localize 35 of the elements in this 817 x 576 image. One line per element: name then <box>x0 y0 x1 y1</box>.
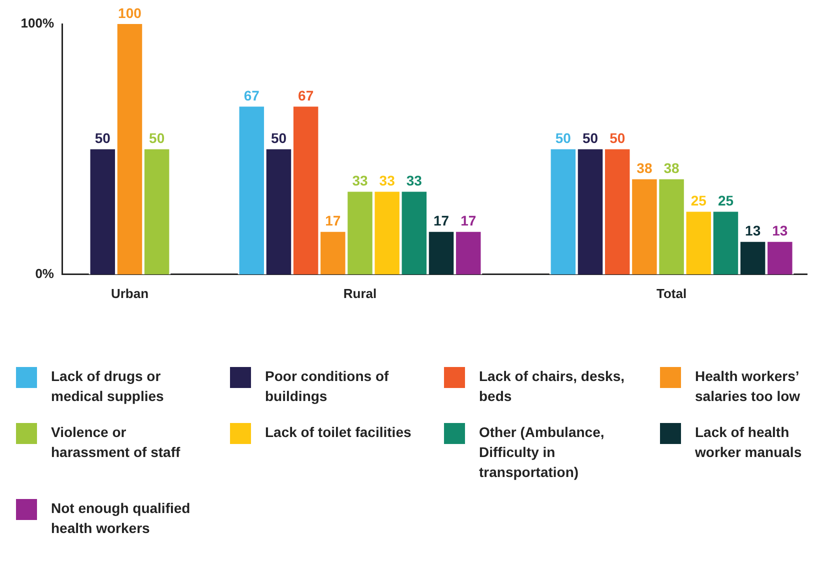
data-label: 33 <box>379 172 396 189</box>
legend-label: Lack of toilet facilities <box>265 423 412 442</box>
x-tick-label: Total <box>656 286 687 301</box>
data-label: 100 <box>118 4 142 21</box>
data-label: 33 <box>352 172 368 189</box>
legend-label: Lack of health worker manuals <box>695 423 803 462</box>
data-label: 38 <box>636 160 652 176</box>
data-label: 50 <box>149 130 165 146</box>
data-label: 17 <box>433 212 450 229</box>
legend-label: Not enough qualified health workers <box>51 499 192 538</box>
data-label: 67 <box>298 87 314 104</box>
y-tick-label: 100% <box>20 16 54 31</box>
x-tick-label: Rural <box>343 286 377 301</box>
data-label: 25 <box>690 192 707 209</box>
data-label: 50 <box>610 130 626 146</box>
legend-label: Health workers’ salaries too low <box>695 367 802 406</box>
data-label: 13 <box>745 222 761 239</box>
data-label: 17 <box>460 212 476 229</box>
data-label: 50 <box>270 130 287 146</box>
data-label: 38 <box>664 160 680 176</box>
legend-label: Poor conditions of buildings <box>265 367 390 406</box>
legend-label: Lack of chairs, desks, beds <box>479 367 626 406</box>
data-label: 50 <box>582 130 598 146</box>
legend-label: Lack of drugs or medical supplies <box>51 367 165 406</box>
data-label: 13 <box>772 222 788 239</box>
data-label: 33 <box>406 172 422 189</box>
data-label: 17 <box>325 212 341 229</box>
data-label: 50 <box>555 130 572 146</box>
y-tick-label: 0% <box>35 266 54 281</box>
x-tick-label: Urban <box>110 286 149 301</box>
data-label: 25 <box>718 192 734 209</box>
legend-label: Violence or harassment of staff <box>51 423 182 462</box>
legend-label: Other (Ambulance, Difficulty in transportation) <box>479 423 606 482</box>
data-label: 67 <box>244 87 260 104</box>
data-label: 50 <box>94 130 111 146</box>
